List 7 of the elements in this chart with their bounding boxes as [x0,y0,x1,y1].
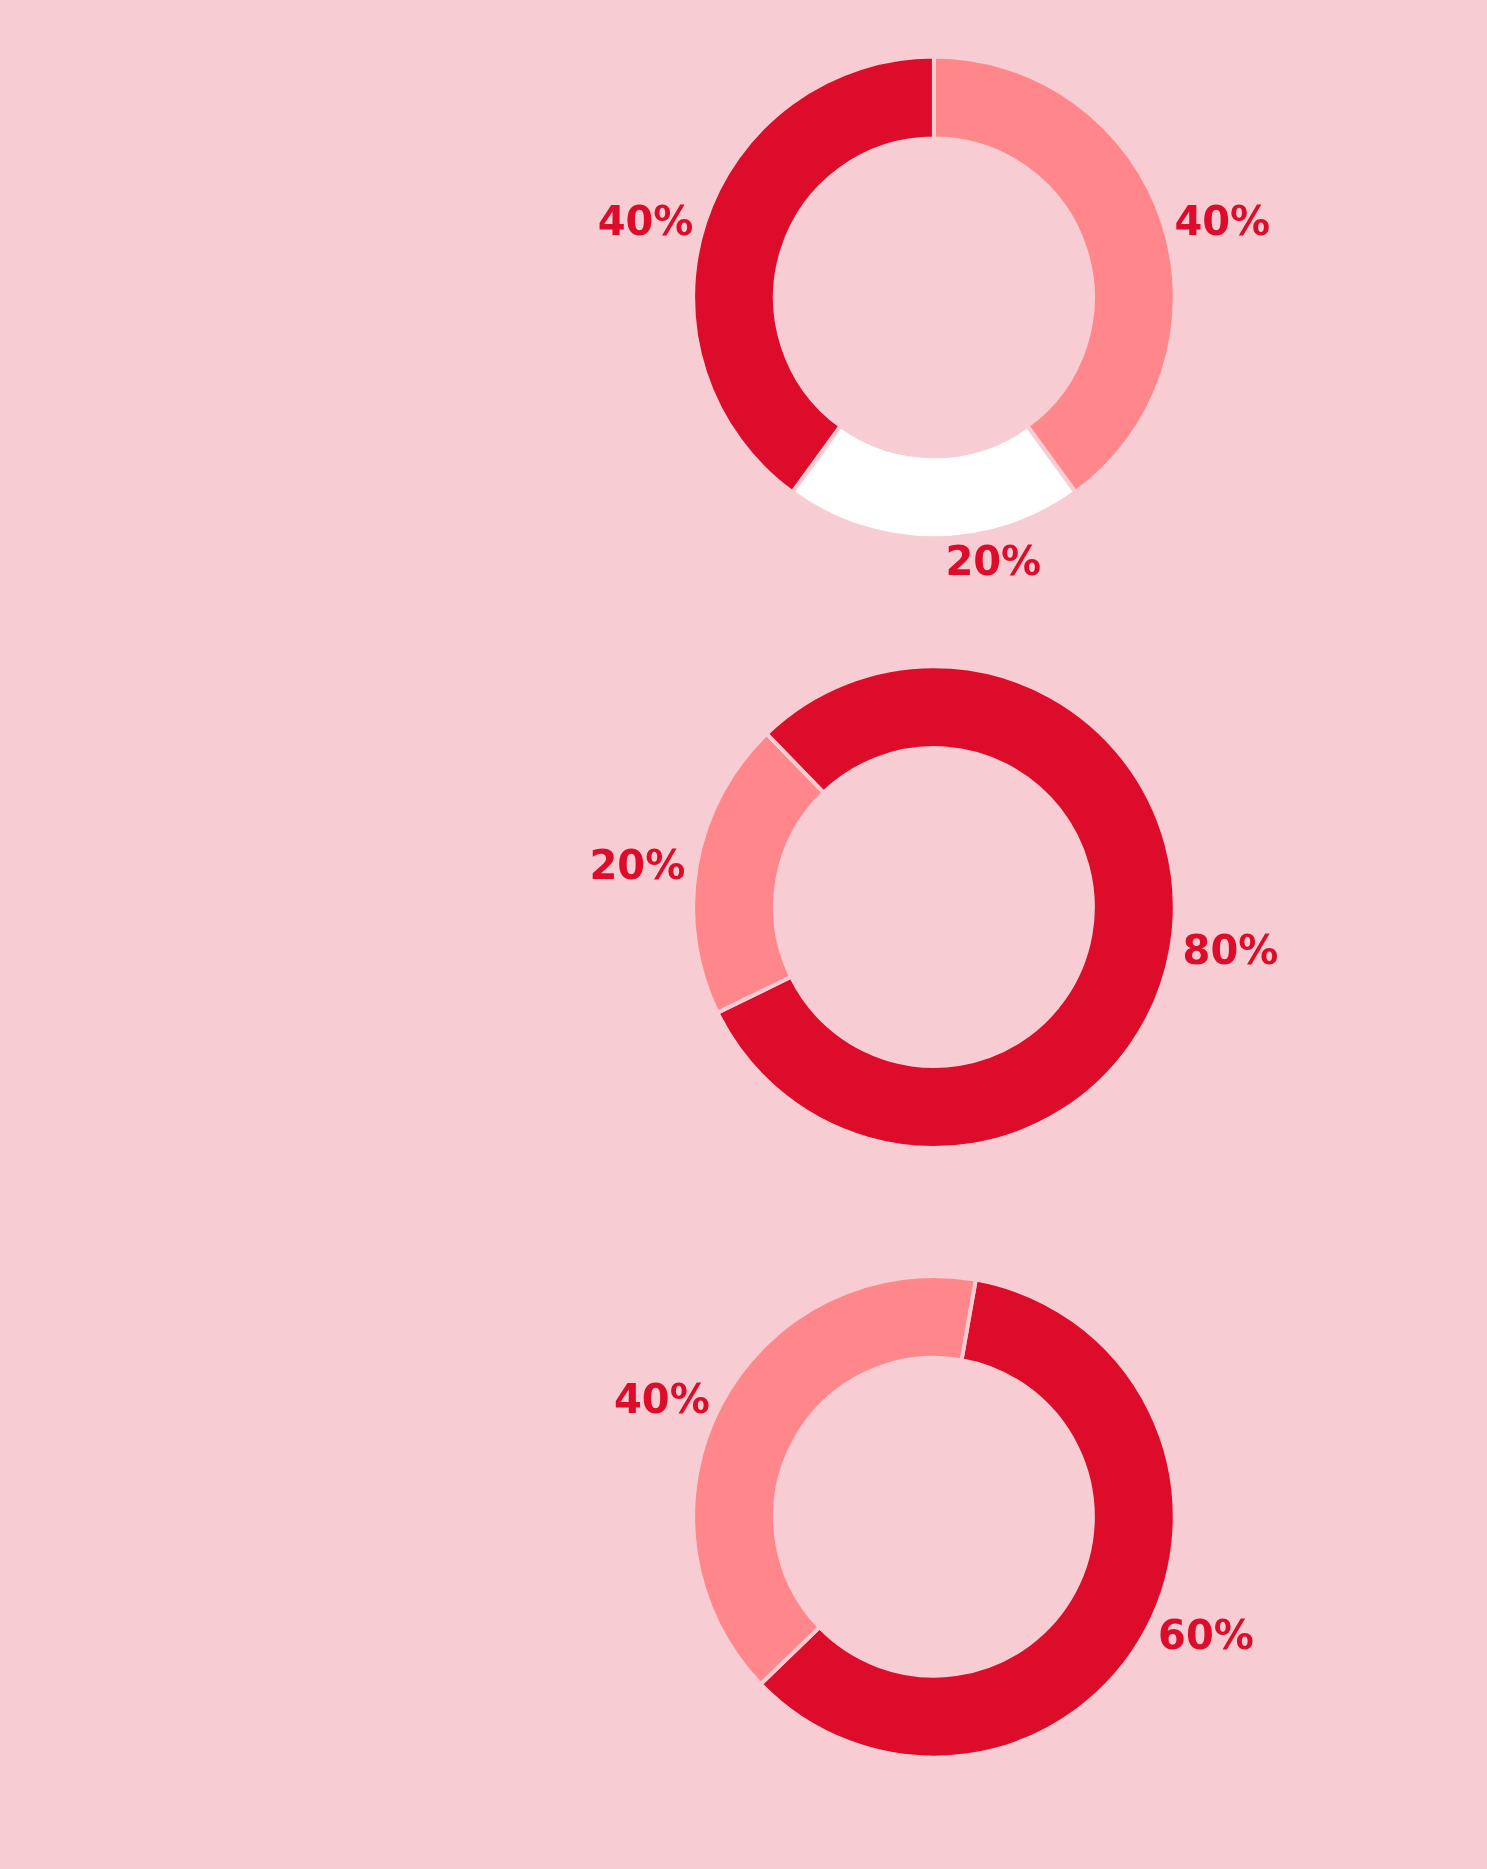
data-label: 40% [597,197,694,244]
data-label: 20% [945,538,1042,585]
data-label: 40% [1174,197,1271,244]
data-label: 80% [1182,926,1279,973]
data-label: 60% [1158,1611,1254,1658]
data-label: 20% [589,841,686,888]
data-label: 40% [614,1375,710,1422]
